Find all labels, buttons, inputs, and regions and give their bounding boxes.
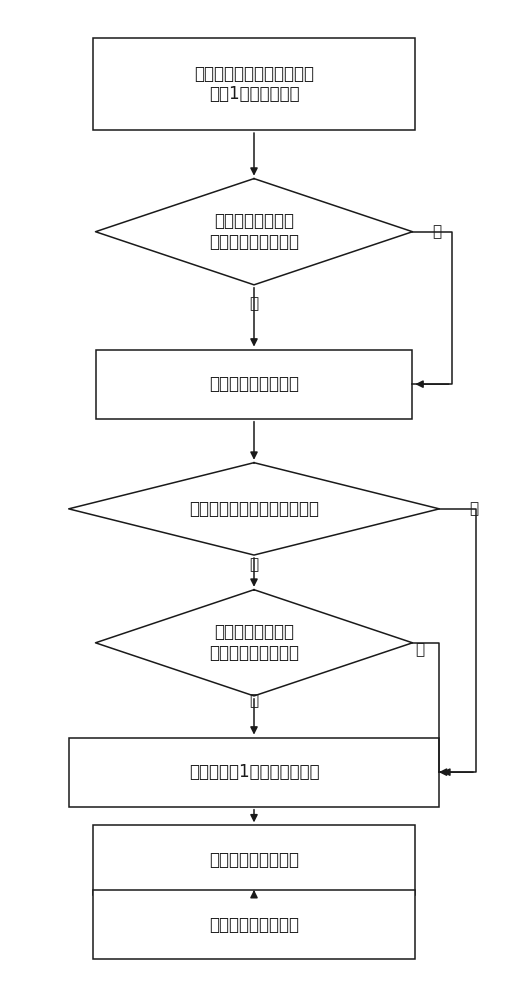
- Text: 是: 是: [249, 296, 259, 311]
- Text: 点亮微动开关背景灯: 点亮微动开关背景灯: [209, 375, 299, 393]
- Text: 计时器的计时时间
大于第一预设时间？: 计时器的计时时间 大于第一预设时间？: [209, 623, 299, 662]
- Text: 生成用户输入的密码: 生成用户输入的密码: [209, 916, 299, 934]
- Bar: [69, 738, 439, 807]
- Bar: [93, 38, 415, 130]
- Text: 检测到微动开关的触发信号？: 检测到微动开关的触发信号？: [189, 500, 319, 518]
- Bar: [93, 825, 415, 895]
- Text: 在微动开关弹起之后，密码
数加1，启动计时器: 在微动开关弹起之后，密码 数加1，启动计时器: [194, 65, 314, 103]
- Text: 是: 是: [249, 557, 259, 572]
- Text: 计时器的计时时间
大于第一预设时间？: 计时器的计时时间 大于第一预设时间？: [209, 212, 299, 251]
- Polygon shape: [69, 463, 439, 555]
- Text: 否: 否: [415, 642, 424, 657]
- Text: 微动开关背景灯熄灭: 微动开关背景灯熄灭: [209, 851, 299, 869]
- Bar: [93, 890, 415, 959]
- Polygon shape: [96, 179, 412, 285]
- Bar: [96, 350, 412, 419]
- Text: 是: 是: [249, 694, 259, 709]
- Text: 否: 否: [469, 501, 478, 516]
- Text: 否: 否: [432, 224, 441, 239]
- Text: 密码位数加1并将密码数置零: 密码位数加1并将密码数置零: [188, 763, 320, 781]
- Polygon shape: [96, 590, 412, 696]
